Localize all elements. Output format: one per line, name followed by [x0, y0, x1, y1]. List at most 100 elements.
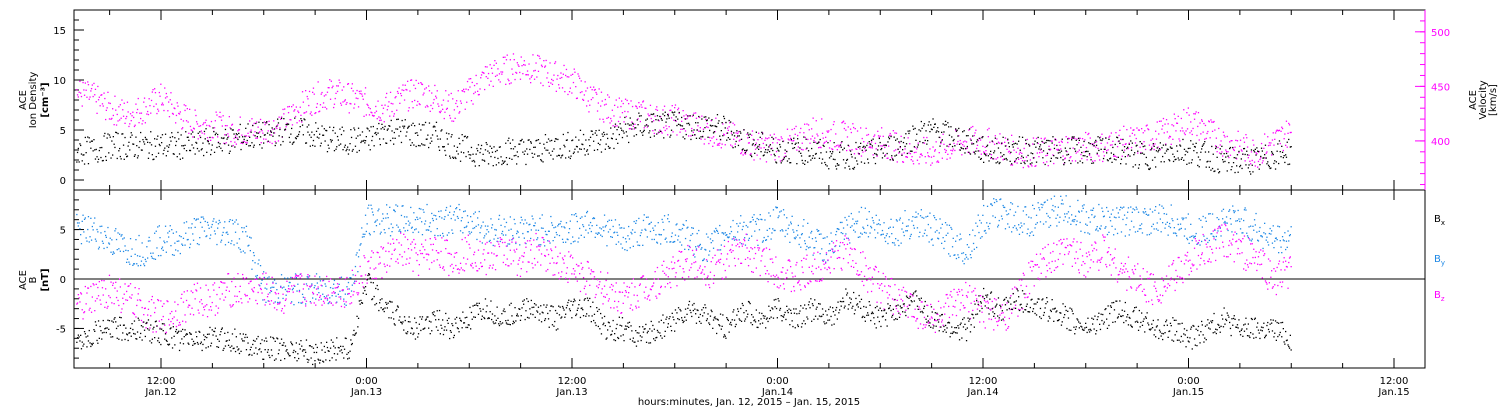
by-point: [112, 251, 114, 253]
density-point: [1086, 156, 1088, 158]
density-point: [186, 136, 188, 138]
by-point: [1267, 244, 1270, 246]
velocity-point: [537, 70, 540, 72]
density-point: [677, 123, 680, 125]
velocity-point: [311, 114, 313, 116]
density-point: [894, 155, 896, 157]
by-point: [541, 214, 543, 216]
velocity-point: [945, 149, 947, 152]
by-point: [940, 227, 942, 229]
by-point: [1061, 199, 1063, 201]
density-point: [1155, 166, 1157, 168]
bz-point: [108, 295, 110, 297]
velocity-point: [126, 101, 129, 103]
density-point: [496, 149, 498, 152]
by-point: [830, 232, 832, 234]
by-point: [559, 223, 561, 225]
by-point: [356, 252, 358, 254]
by-point: [719, 224, 721, 227]
density-point: [540, 160, 543, 162]
velocity-point: [871, 147, 873, 149]
by-point: [605, 224, 607, 227]
density-point: [1038, 148, 1040, 150]
velocity-point: [915, 151, 917, 153]
density-point: [108, 134, 111, 136]
by-point: [1069, 205, 1071, 208]
density-point: [157, 135, 159, 137]
density-point: [751, 155, 753, 158]
by-point: [742, 225, 744, 228]
by-point: [638, 244, 641, 247]
velocity-point: [170, 92, 172, 94]
density-point: [812, 155, 814, 157]
by-point: [397, 226, 399, 228]
velocity-point: [420, 82, 422, 84]
by-point: [1067, 211, 1070, 213]
velocity-point: [722, 123, 724, 125]
velocity-point: [341, 89, 343, 91]
by-point: [1060, 203, 1063, 205]
by-point: [1174, 232, 1176, 234]
velocity-point: [751, 134, 753, 136]
density-point: [508, 137, 510, 139]
by-point: [955, 240, 957, 242]
density-point: [1067, 153, 1070, 156]
bz-point: [133, 313, 136, 316]
by-point: [958, 256, 960, 259]
velocity-point: [435, 95, 437, 97]
velocity-point: [1057, 148, 1059, 151]
by-point: [1082, 207, 1084, 209]
velocity-point: [465, 88, 467, 90]
x-tick-label-date: Jan.13: [350, 387, 382, 398]
by-point: [498, 214, 501, 217]
density-point: [480, 144, 483, 147]
by-point: [157, 226, 159, 228]
bz-point: [160, 300, 162, 302]
velocity-point: [488, 84, 490, 86]
by-point: [1162, 222, 1164, 224]
density-point: [79, 143, 81, 145]
by-point: [726, 234, 728, 236]
density-point: [431, 140, 433, 142]
by-point: [220, 239, 223, 241]
velocity-point: [996, 138, 998, 140]
density-point: [131, 134, 133, 136]
density-point: [663, 137, 665, 139]
density-point: [1257, 150, 1259, 152]
by-point: [404, 230, 406, 232]
by-point: [1202, 215, 1204, 218]
velocity-point: [676, 134, 678, 136]
density-point: [1074, 150, 1077, 152]
density-point: [1275, 161, 1277, 163]
velocity-point: [1115, 132, 1117, 134]
bz-point: [103, 280, 105, 282]
by-point: [168, 236, 170, 238]
by-point: [183, 222, 185, 224]
velocity-point: [358, 90, 360, 93]
density-point: [304, 119, 306, 121]
velocity-point: [423, 92, 425, 94]
velocity-point: [1159, 149, 1161, 151]
velocity-point: [751, 130, 754, 132]
velocity-point: [853, 126, 855, 129]
by-point: [1051, 209, 1053, 211]
density-point: [457, 153, 459, 155]
density-point: [1006, 159, 1008, 161]
by-point: [518, 236, 520, 238]
density-point: [1212, 153, 1214, 155]
velocity-point: [439, 111, 441, 114]
velocity-point: [505, 83, 507, 85]
velocity-point: [226, 125, 228, 127]
by-point: [76, 213, 78, 216]
density-point: [1080, 146, 1082, 148]
density-point: [970, 139, 972, 141]
density-point: [470, 154, 472, 156]
by-point: [458, 203, 460, 206]
velocity-point: [609, 122, 611, 124]
velocity-point: [1120, 138, 1122, 140]
by-point: [384, 232, 386, 234]
by-point: [962, 252, 965, 254]
density-point: [90, 140, 93, 142]
density-point: [619, 123, 621, 125]
density-point: [277, 122, 280, 124]
